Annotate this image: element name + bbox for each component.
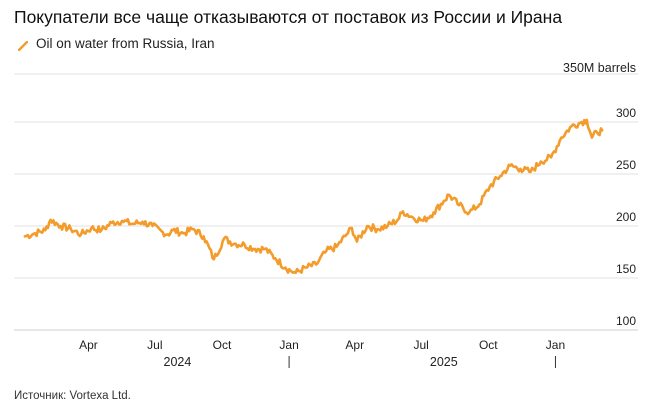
series-line bbox=[23, 118, 604, 275]
x-tick-label: Jul bbox=[414, 338, 429, 352]
x-tick-label: Jan bbox=[279, 338, 298, 352]
x-tick-label: Oct bbox=[213, 338, 232, 352]
x-year-label: 2024 bbox=[164, 355, 192, 369]
y-tick-label: 300 bbox=[616, 106, 636, 120]
y-tick-label: 250 bbox=[616, 158, 636, 172]
legend: Oil on water from Russia, Iran bbox=[17, 36, 215, 51]
legend-label: Oil on water from Russia, Iran bbox=[36, 36, 215, 51]
series-group bbox=[23, 118, 604, 275]
x-tick-label: Oct bbox=[479, 338, 498, 352]
gridlines bbox=[14, 73, 638, 331]
x-axis: Apr Jul Oct Jan Apr Jul Oct Jan 2024 2025 bbox=[14, 329, 638, 369]
y-tick-label: 200 bbox=[616, 210, 636, 224]
y-unit-label: 350M barrels bbox=[563, 61, 636, 75]
legend-line-icon bbox=[17, 39, 29, 51]
x-tick-label: Apr bbox=[345, 338, 364, 352]
y-axis-labels: 350M barrels 300 250 200 150 100 bbox=[563, 61, 636, 328]
x-tick-label: Apr bbox=[79, 338, 98, 352]
x-tick-label: Jan bbox=[546, 338, 565, 352]
y-tick-label: 100 bbox=[616, 314, 636, 328]
source-note: Источник: Vortexa Ltd. bbox=[14, 390, 131, 402]
y-tick-label: 150 bbox=[616, 262, 636, 276]
x-tick-label: Jul bbox=[147, 338, 162, 352]
x-year-label: 2025 bbox=[430, 355, 458, 369]
chart-title: Покупатели все чаще отказываются от пост… bbox=[14, 7, 563, 27]
